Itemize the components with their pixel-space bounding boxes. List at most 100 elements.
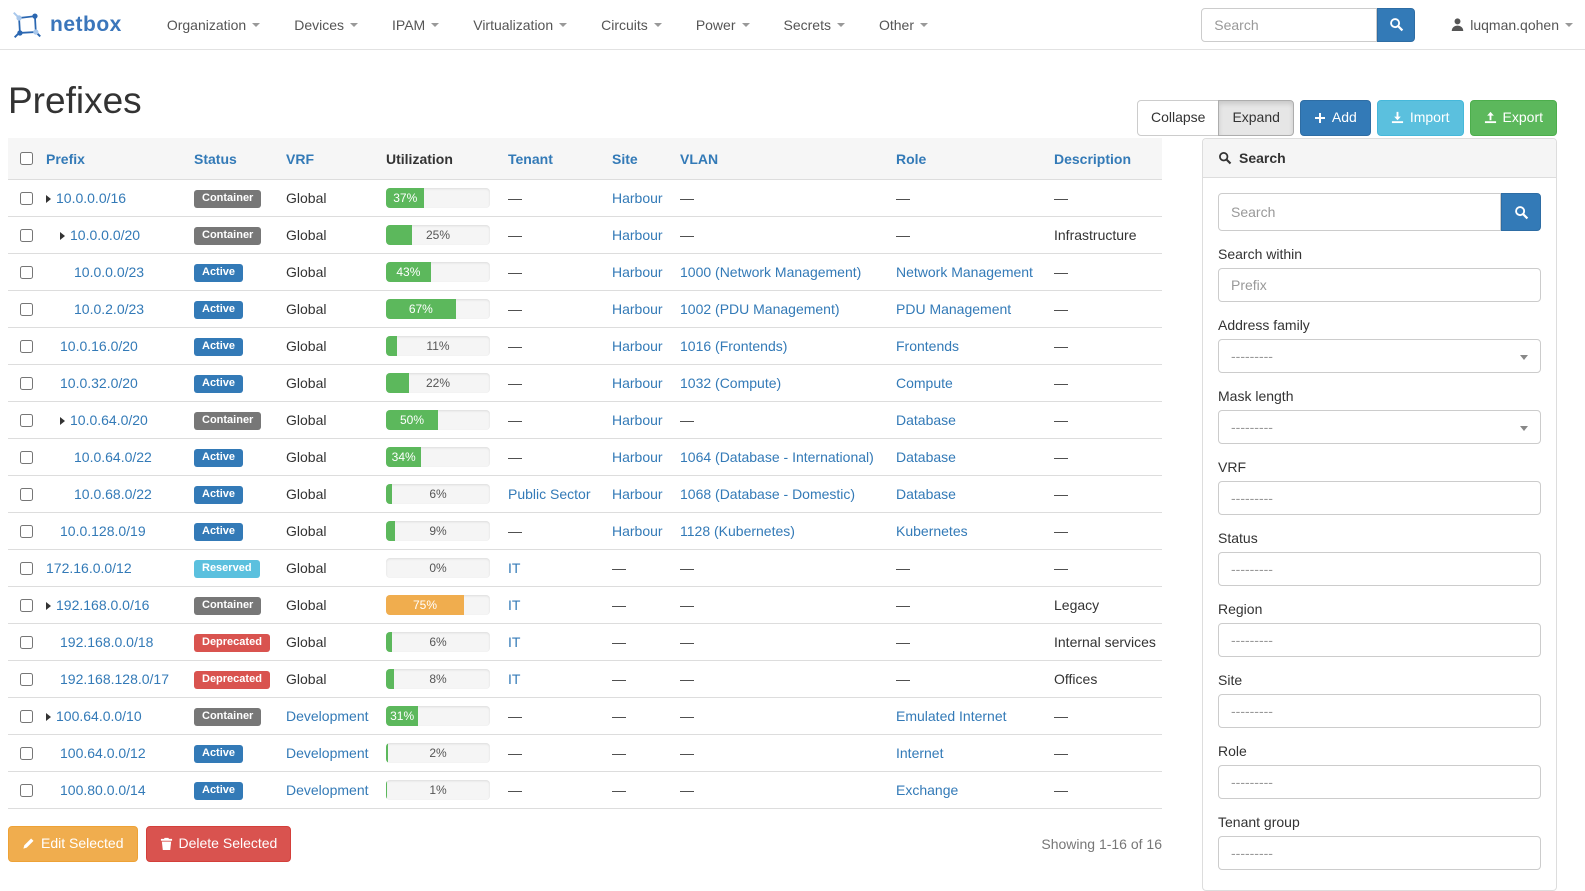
row-checkbox[interactable] bbox=[20, 191, 33, 205]
row-checkbox[interactable] bbox=[20, 709, 33, 723]
filter-multiselect-site[interactable]: --------- bbox=[1218, 694, 1541, 728]
prefix-link[interactable]: 10.0.2.0/23 bbox=[74, 301, 145, 317]
sort-link-prefix[interactable]: Prefix bbox=[46, 150, 85, 167]
site-link[interactable]: Harbour bbox=[612, 338, 663, 354]
nav-item-organization[interactable]: Organization bbox=[150, 0, 277, 50]
vlan-link[interactable]: 1064 (Database - International) bbox=[680, 449, 874, 465]
add-button[interactable]: Add bbox=[1299, 100, 1371, 136]
vlan-link[interactable]: 1000 (Network Management) bbox=[680, 264, 862, 280]
row-checkbox[interactable] bbox=[20, 413, 33, 427]
row-checkbox[interactable] bbox=[20, 302, 33, 316]
prefix-link[interactable]: 10.0.128.0/19 bbox=[60, 523, 146, 539]
row-checkbox[interactable] bbox=[20, 339, 33, 353]
filter-multiselect-tenant-group[interactable]: --------- bbox=[1218, 836, 1541, 870]
vlan-link[interactable]: 1016 (Frontends) bbox=[680, 338, 788, 354]
row-checkbox[interactable] bbox=[20, 487, 33, 501]
prefix-link[interactable]: 192.168.128.0/17 bbox=[60, 671, 169, 687]
tenant-link[interactable]: Public Sector bbox=[508, 486, 591, 502]
nav-item-secrets[interactable]: Secrets bbox=[767, 0, 862, 50]
filter-select-mask-length[interactable]: --------- bbox=[1218, 410, 1541, 444]
user-menu[interactable]: luqman.qohen bbox=[1451, 17, 1573, 33]
row-checkbox[interactable] bbox=[20, 635, 33, 649]
row-checkbox[interactable] bbox=[20, 376, 33, 390]
filter-select-address-family[interactable]: --------- bbox=[1218, 339, 1541, 373]
sort-link-vlan[interactable]: VLAN bbox=[680, 150, 719, 167]
row-checkbox[interactable] bbox=[20, 561, 33, 575]
brand-link[interactable]: netbox bbox=[12, 10, 122, 40]
row-checkbox[interactable] bbox=[20, 598, 33, 612]
site-link[interactable]: Harbour bbox=[612, 264, 663, 280]
role-link[interactable]: Kubernetes bbox=[896, 523, 968, 539]
tenant-link[interactable]: IT bbox=[508, 560, 521, 576]
vlan-link[interactable]: 1068 (Database - Domestic) bbox=[680, 486, 856, 502]
role-link[interactable]: Database bbox=[896, 486, 956, 502]
nav-item-circuits[interactable]: Circuits bbox=[584, 0, 679, 50]
sort-link-site[interactable]: Site bbox=[612, 150, 638, 167]
prefix-link[interactable]: 10.0.68.0/22 bbox=[74, 486, 152, 502]
expand-button[interactable]: Expand bbox=[1218, 100, 1294, 136]
prefix-link[interactable]: 172.16.0.0/12 bbox=[46, 560, 132, 576]
prefix-link[interactable]: 100.80.0.0/14 bbox=[60, 782, 146, 798]
sort-link-vrf[interactable]: VRF bbox=[286, 150, 314, 167]
row-checkbox[interactable] bbox=[20, 672, 33, 686]
site-link[interactable]: Harbour bbox=[612, 190, 663, 206]
nav-item-other[interactable]: Other bbox=[862, 0, 945, 50]
sidebar-search-input[interactable] bbox=[1218, 193, 1501, 231]
sort-link-role[interactable]: Role bbox=[896, 150, 927, 167]
navbar-search-button[interactable] bbox=[1377, 7, 1416, 42]
nav-item-devices[interactable]: Devices bbox=[277, 0, 375, 50]
collapse-button[interactable]: Collapse bbox=[1136, 100, 1220, 136]
site-link[interactable]: Harbour bbox=[612, 523, 663, 539]
nav-item-power[interactable]: Power bbox=[679, 0, 767, 50]
prefix-link[interactable]: 192.168.0.0/16 bbox=[56, 597, 150, 613]
site-link[interactable]: Harbour bbox=[612, 375, 663, 391]
row-checkbox[interactable] bbox=[20, 746, 33, 760]
prefix-link[interactable]: 10.0.0.0/20 bbox=[70, 227, 141, 243]
vlan-link[interactable]: 1128 (Kubernetes) bbox=[680, 523, 795, 539]
sidebar-search-button[interactable] bbox=[1501, 193, 1541, 231]
vrf-link[interactable]: Development bbox=[286, 782, 369, 798]
role-link[interactable]: Network Management bbox=[896, 264, 1033, 280]
filter-multiselect-region[interactable]: --------- bbox=[1218, 623, 1541, 657]
prefix-link[interactable]: 10.0.0.0/23 bbox=[74, 264, 145, 280]
prefix-link[interactable]: 10.0.64.0/20 bbox=[70, 412, 148, 428]
vrf-link[interactable]: Development bbox=[286, 745, 369, 761]
filter-input-search-within[interactable] bbox=[1218, 268, 1541, 302]
tenant-link[interactable]: IT bbox=[508, 634, 521, 650]
vlan-link[interactable]: 1032 (Compute) bbox=[680, 375, 782, 391]
row-checkbox[interactable] bbox=[20, 450, 33, 464]
prefix-link[interactable]: 100.64.0.0/10 bbox=[56, 708, 142, 724]
row-checkbox[interactable] bbox=[20, 524, 33, 538]
filter-multiselect-role[interactable]: --------- bbox=[1218, 765, 1541, 799]
vrf-link[interactable]: Development bbox=[286, 708, 369, 724]
sort-link-status[interactable]: Status bbox=[194, 150, 237, 167]
site-link[interactable]: Harbour bbox=[612, 227, 663, 243]
site-link[interactable]: Harbour bbox=[612, 486, 663, 502]
role-link[interactable]: Database bbox=[896, 449, 956, 465]
vlan-link[interactable]: 1002 (PDU Management) bbox=[680, 301, 840, 317]
role-link[interactable]: PDU Management bbox=[896, 301, 1012, 317]
role-link[interactable]: Compute bbox=[896, 375, 953, 391]
site-link[interactable]: Harbour bbox=[612, 301, 663, 317]
role-link[interactable]: Internet bbox=[896, 745, 944, 761]
prefix-link[interactable]: 10.0.32.0/20 bbox=[60, 375, 138, 391]
sort-link-description[interactable]: Description bbox=[1054, 150, 1132, 167]
edit-selected-button[interactable]: Edit Selected bbox=[8, 826, 138, 862]
select-all-checkbox[interactable] bbox=[20, 152, 33, 165]
role-link[interactable]: Emulated Internet bbox=[896, 708, 1007, 724]
filter-multiselect-vrf[interactable]: --------- bbox=[1218, 481, 1541, 515]
tenant-link[interactable]: IT bbox=[508, 597, 521, 613]
navbar-search-input[interactable] bbox=[1201, 7, 1378, 42]
prefix-link[interactable]: 100.64.0.0/12 bbox=[60, 745, 146, 761]
prefix-link[interactable]: 10.0.64.0/22 bbox=[74, 449, 152, 465]
prefix-link[interactable]: 10.0.16.0/20 bbox=[60, 338, 138, 354]
filter-multiselect-status[interactable]: --------- bbox=[1218, 552, 1541, 586]
import-button[interactable]: Import bbox=[1376, 100, 1464, 136]
nav-item-ipam[interactable]: IPAM bbox=[375, 0, 456, 50]
site-link[interactable]: Harbour bbox=[612, 412, 663, 428]
row-checkbox[interactable] bbox=[20, 783, 33, 797]
row-checkbox[interactable] bbox=[20, 265, 33, 279]
nav-item-virtualization[interactable]: Virtualization bbox=[456, 0, 584, 50]
row-checkbox[interactable] bbox=[20, 228, 33, 242]
prefix-link[interactable]: 10.0.0.0/16 bbox=[56, 190, 127, 206]
